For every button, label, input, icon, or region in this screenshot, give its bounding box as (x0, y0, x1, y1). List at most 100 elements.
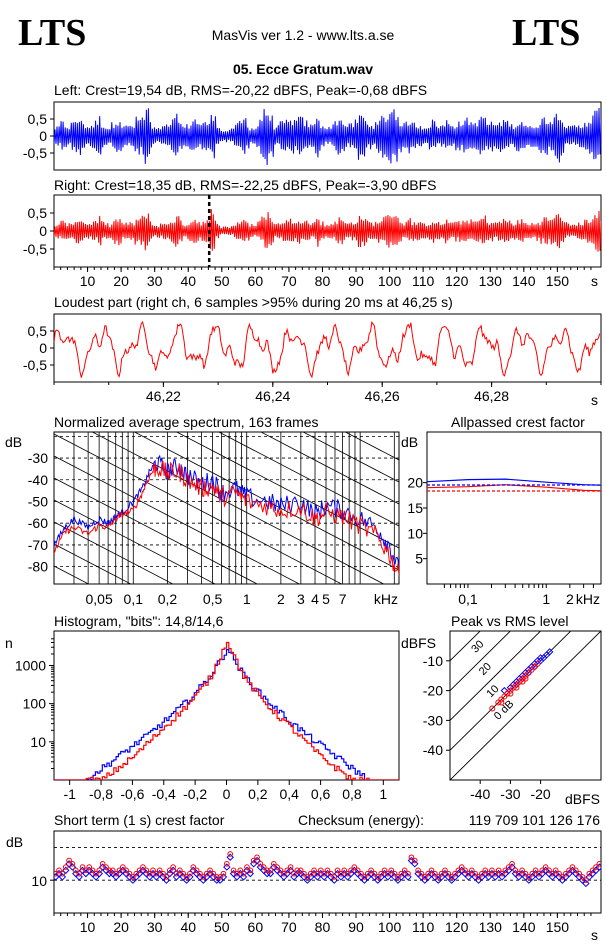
short-term-point-right (163, 874, 170, 880)
short-term-point-right (341, 867, 348, 874)
short-term-point-right (328, 870, 334, 877)
spectrum-x-tick-label: 5 (322, 591, 330, 607)
spectrum-slope-line (133, 432, 399, 571)
histogram-x-tick-label: -0,4 (152, 786, 176, 802)
short-term-point-right (589, 867, 596, 874)
short-term-point-left (582, 879, 590, 888)
crest-title: Allpassed crest factor (451, 414, 585, 430)
short-term-point-right (489, 867, 495, 874)
short-term-point-right (99, 861, 106, 867)
pvr-point-right (519, 675, 526, 682)
short-term-point-right (579, 874, 586, 880)
loudest-x-tick-label: 46,28 (474, 388, 509, 404)
short-term-point-right (385, 870, 391, 877)
short-term-point-right (150, 867, 156, 874)
short-term-point-right (267, 867, 274, 874)
spectrum-y-tick-label: -50 (28, 493, 48, 509)
short-term-point-left (75, 873, 83, 881)
left-wave-trace (54, 107, 601, 166)
crest-y-tick-label: 10 (407, 525, 423, 541)
histogram-y-tick-label: 100 (23, 696, 47, 712)
pvr-y-tick-label: -30 (423, 712, 443, 728)
pvr-title: Peak vs RMS level (451, 613, 568, 629)
short-term-point-left (508, 863, 516, 871)
logo-right: LTS (512, 12, 580, 54)
pvr-point-right (489, 705, 496, 712)
short-term-point-right (311, 867, 317, 874)
spectrum-x-tick-label: 0,1 (124, 591, 144, 607)
pvr-x-tick-label: -30 (500, 786, 520, 802)
pvr-point-left (545, 648, 554, 656)
spectrum-slope-line (217, 432, 399, 527)
spectrum-x-tick-label: 7 (339, 591, 347, 607)
right-wave-x-tick-label: 60 (248, 273, 264, 289)
short-term-point-left (239, 873, 248, 881)
short-term-point-right (529, 870, 536, 877)
pvr-diagonal-label: 30 (469, 638, 486, 655)
short-term-x-unit: s (591, 927, 598, 943)
short-term-point-left (162, 876, 171, 884)
crest-y-tick-label: 15 (407, 500, 423, 516)
short-term-point-right (546, 867, 552, 874)
loudest-trace (54, 320, 601, 379)
right-wave-x-tick-label: 30 (147, 273, 163, 289)
short-term-point-right (556, 870, 562, 877)
crest-x-tick-label: 0,1 (458, 591, 478, 607)
short-term-data (54, 851, 601, 888)
loudest-tick-label: 0 (39, 340, 47, 356)
spectrum-x-tick-label: 2 (277, 591, 285, 607)
short-term-point-left (226, 853, 234, 861)
short-term-point-left (68, 863, 77, 871)
right-wave-tick-label: 0 (39, 223, 47, 239)
spectrum-slope-line (54, 499, 216, 584)
short-term-point-right (391, 870, 398, 877)
short-term-point-right (237, 867, 244, 874)
short-term-point-right (284, 867, 291, 874)
short-term-point-right (281, 870, 287, 877)
short-term-point-right (200, 874, 207, 880)
short-term-point-right (234, 870, 240, 877)
histogram-x-tick-label: -0,8 (89, 786, 113, 802)
pvr-diagonal (450, 631, 601, 780)
pvr-point-right (504, 690, 511, 697)
short-term-point-right (522, 870, 529, 877)
loudest-tick-label: -0,5 (23, 357, 47, 373)
short-term-point-right (348, 867, 354, 874)
short-term-point-left (411, 860, 419, 868)
pvr-point-right (519, 678, 526, 685)
short-term-point-right (133, 870, 140, 877)
pvr-point-right (531, 663, 538, 670)
short-term-point-right (569, 864, 576, 870)
short-term-point-left (58, 873, 67, 881)
short-term-point-right (499, 870, 505, 877)
short-term-point-right (425, 870, 431, 877)
short-term-point-right (180, 870, 186, 877)
short-term-point-right (177, 867, 183, 874)
short-term-point-right (274, 864, 280, 870)
short-term-point-right (136, 867, 143, 874)
short-term-y-tick-label: 10 (31, 873, 47, 889)
crest-x-unit: kHz (576, 591, 600, 607)
short-term-point-right (166, 867, 173, 874)
left-wave-tick-label: 0 (39, 128, 47, 144)
short-term-point-right (207, 867, 213, 874)
spectrum-y-tick-label: -30 (28, 450, 48, 466)
right-wave-x-tick-label: 140 (512, 273, 536, 289)
short-term-point-right (103, 864, 109, 870)
right-wave-x-tick-label: 20 (113, 273, 129, 289)
short-term-point-right (73, 867, 79, 874)
short-term-point-right (405, 870, 411, 877)
short-term-point-right (56, 867, 62, 874)
pvr-y-tick-label: -10 (423, 653, 443, 669)
loudest-x-tick-label: 46,24 (255, 388, 290, 404)
right-wave-trace (54, 209, 601, 252)
spectrum-y-tick-label: -80 (28, 559, 48, 575)
spectrum-slope-line (260, 432, 399, 505)
grid-layer: 40 30 20 10 0 dB (54, 432, 601, 881)
pvr-point-right (516, 678, 523, 685)
spectrum-y-tick-label: -40 (28, 472, 48, 488)
short-term-point-right (442, 867, 448, 874)
histogram-x-tick-label: -0,6 (120, 786, 144, 802)
spectrum-slope-line (54, 610, 399, 790)
